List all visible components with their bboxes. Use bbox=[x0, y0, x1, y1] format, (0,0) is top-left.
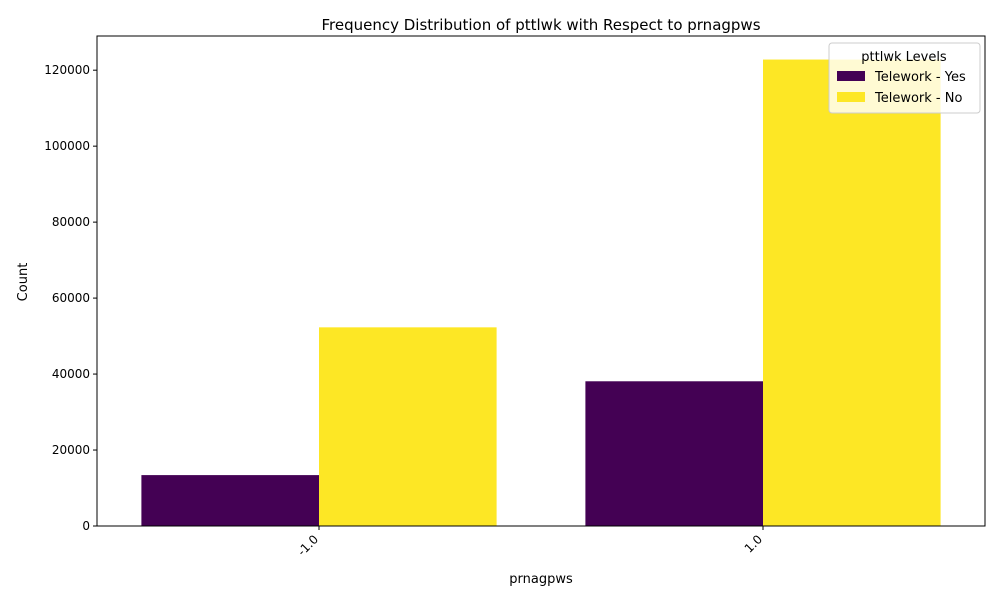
axes-frame bbox=[96, 35, 986, 527]
legend-title: pttlwk Levels bbox=[861, 50, 947, 65]
y-tick-label: 40000 bbox=[52, 367, 90, 381]
bar-telework-yes-1 bbox=[585, 381, 763, 526]
y-tick-label: 0 bbox=[82, 519, 90, 533]
y-tick-label: 60000 bbox=[52, 291, 90, 305]
x-axis-label: prnagpws bbox=[509, 572, 573, 587]
legend-swatch bbox=[837, 92, 865, 102]
x-tick-label: -1.0 bbox=[295, 532, 321, 558]
x-tick-label: 1.0 bbox=[742, 532, 765, 555]
legend: pttlwk Levels Telework - Yes Telework - N… bbox=[828, 42, 981, 114]
plot-area: 0 20000 40000 60000 80000 100000 120000 -1.0 1.0 bbox=[44, 35, 986, 559]
y-tick-label: 100000 bbox=[44, 139, 90, 153]
legend-swatch bbox=[837, 71, 865, 81]
bar-telework-yes-0 bbox=[141, 475, 319, 526]
y-tick-label: 20000 bbox=[52, 443, 90, 457]
chart-title: Frequency Distribution of pttlwk with Re… bbox=[321, 16, 760, 34]
y-tick-label: 120000 bbox=[44, 63, 90, 77]
legend-box bbox=[828, 42, 981, 114]
bar-telework-no-1 bbox=[763, 59, 941, 527]
y-tick-label: 80000 bbox=[52, 215, 90, 229]
y-axis-label: Count bbox=[16, 263, 31, 302]
legend-label: Telework - No bbox=[874, 91, 962, 106]
legend-label: Telework - Yes bbox=[874, 70, 966, 85]
bar-telework-no-0 bbox=[319, 327, 497, 526]
